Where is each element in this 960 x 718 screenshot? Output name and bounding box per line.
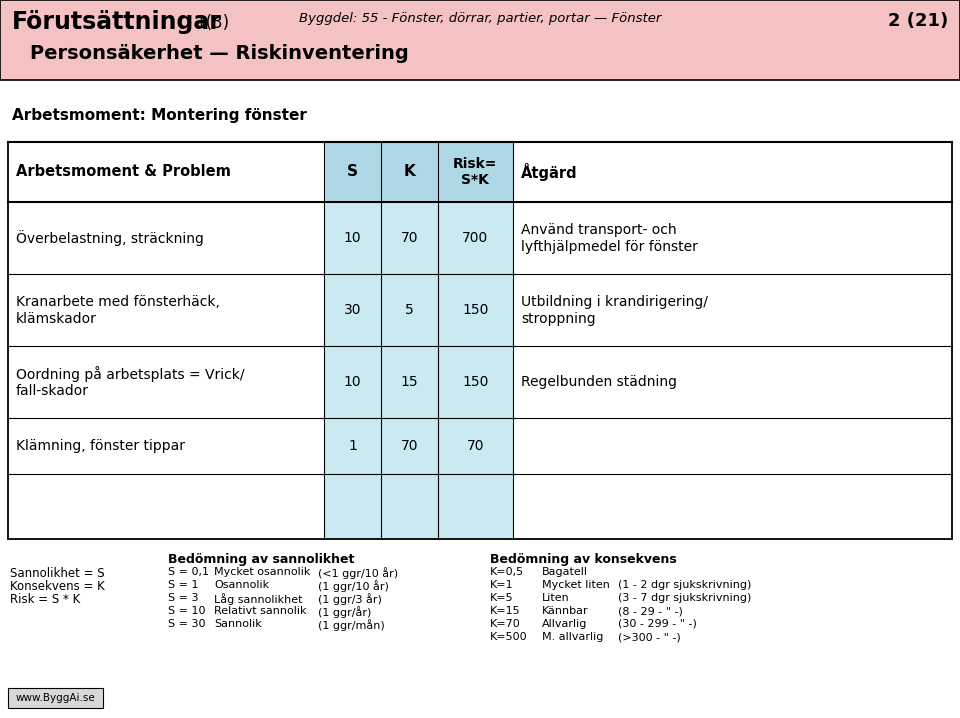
Text: Sannolik: Sannolik xyxy=(214,619,262,629)
Text: 150: 150 xyxy=(462,375,489,389)
Text: 5: 5 xyxy=(405,303,414,317)
Text: 1(3): 1(3) xyxy=(195,14,229,32)
Text: 2 (21): 2 (21) xyxy=(888,12,948,30)
Text: (3 - 7 dgr sjukskrivning): (3 - 7 dgr sjukskrivning) xyxy=(618,593,752,603)
Text: Åtgärd: Åtgärd xyxy=(521,163,578,181)
Text: (1 ggr/år): (1 ggr/år) xyxy=(318,606,372,618)
Text: (1 ggr/mån): (1 ggr/mån) xyxy=(318,619,385,631)
Text: 70: 70 xyxy=(467,439,484,453)
Text: K=500: K=500 xyxy=(490,632,528,642)
Text: 700: 700 xyxy=(462,231,489,245)
Text: K=15: K=15 xyxy=(490,606,520,616)
Text: klämskador: klämskador xyxy=(16,312,97,326)
Text: 1: 1 xyxy=(348,439,357,453)
Text: Överbelastning, sträckning: Överbelastning, sträckning xyxy=(16,230,204,246)
Text: Förutsättningar: Förutsättningar xyxy=(12,10,222,34)
Text: 10: 10 xyxy=(344,231,361,245)
Text: Risk=: Risk= xyxy=(453,157,497,171)
Text: K=5: K=5 xyxy=(490,593,514,603)
Text: M. allvarlig: M. allvarlig xyxy=(542,632,604,642)
Text: K=0,5: K=0,5 xyxy=(490,567,524,577)
Text: lyfthjälpmedel för fönster: lyfthjälpmedel för fönster xyxy=(521,240,698,254)
Bar xyxy=(324,142,513,539)
Text: (>300 - " -): (>300 - " -) xyxy=(618,632,681,642)
Text: S = 1: S = 1 xyxy=(168,580,199,590)
Text: Allvarlig: Allvarlig xyxy=(542,619,588,629)
Text: Sannolikhet = S: Sannolikhet = S xyxy=(10,567,105,580)
Text: (8 - 29 - " -): (8 - 29 - " -) xyxy=(618,606,683,616)
Text: 15: 15 xyxy=(400,375,418,389)
Bar xyxy=(8,142,952,539)
Bar xyxy=(324,142,513,202)
Text: (<1 ggr/10 år): (<1 ggr/10 år) xyxy=(318,567,398,579)
Text: K=70: K=70 xyxy=(490,619,520,629)
Text: Låg sannolikhet: Låg sannolikhet xyxy=(214,593,302,605)
Text: S = 10: S = 10 xyxy=(168,606,205,616)
Text: Utbildning i krandirigering/: Utbildning i krandirigering/ xyxy=(521,295,708,309)
Text: Liten: Liten xyxy=(542,593,569,603)
Text: Byggdel: 55 - Fönster, dörrar, partier, portar — Fönster: Byggdel: 55 - Fönster, dörrar, partier, … xyxy=(299,12,661,25)
Text: fall-skador: fall-skador xyxy=(16,384,89,398)
Text: Oordning på arbetsplats = Vrick/: Oordning på arbetsplats = Vrick/ xyxy=(16,366,245,382)
Text: Bedömning av sannolikhet: Bedömning av sannolikhet xyxy=(168,553,354,566)
Bar xyxy=(8,688,103,708)
Text: (1 ggr/10 år): (1 ggr/10 år) xyxy=(318,580,389,592)
Text: (30 - 299 - " -): (30 - 299 - " -) xyxy=(618,619,697,629)
Text: 70: 70 xyxy=(400,439,418,453)
Text: K: K xyxy=(403,164,415,180)
Text: Regelbunden städning: Regelbunden städning xyxy=(521,375,677,389)
Text: Mycket osannolik: Mycket osannolik xyxy=(214,567,310,577)
Text: Relativt sannolik: Relativt sannolik xyxy=(214,606,306,616)
Text: 30: 30 xyxy=(344,303,361,317)
Text: Bedömning av konsekvens: Bedömning av konsekvens xyxy=(490,553,677,566)
Text: Personsäkerhet — Riskinventering: Personsäkerhet — Riskinventering xyxy=(30,44,409,63)
Text: Mycket liten: Mycket liten xyxy=(542,580,610,590)
Text: Arbetsmoment & Problem: Arbetsmoment & Problem xyxy=(16,164,230,180)
Text: 10: 10 xyxy=(344,375,361,389)
Text: Kännbar: Kännbar xyxy=(542,606,588,616)
Text: S*K: S*K xyxy=(462,173,490,187)
Text: Kranarbete med fönsterhäck,: Kranarbete med fönsterhäck, xyxy=(16,295,220,309)
Text: Arbetsmoment: Montering fönster: Arbetsmoment: Montering fönster xyxy=(12,108,307,123)
Text: (1 ggr/3 år): (1 ggr/3 år) xyxy=(318,593,382,605)
Text: Använd transport- och: Använd transport- och xyxy=(521,223,677,237)
Text: (1 - 2 dgr sjukskrivning): (1 - 2 dgr sjukskrivning) xyxy=(618,580,752,590)
Text: www.ByggAi.se: www.ByggAi.se xyxy=(15,693,95,703)
Text: K=1: K=1 xyxy=(490,580,514,590)
Text: Konsekvens = K: Konsekvens = K xyxy=(10,580,105,593)
Text: Bagatell: Bagatell xyxy=(542,567,588,577)
Text: S = 3: S = 3 xyxy=(168,593,199,603)
Text: Risk = S * K: Risk = S * K xyxy=(10,593,81,606)
Text: 150: 150 xyxy=(462,303,489,317)
Text: 70: 70 xyxy=(400,231,418,245)
Text: S = 0,1: S = 0,1 xyxy=(168,567,209,577)
Text: S: S xyxy=(348,164,358,180)
Text: S = 30: S = 30 xyxy=(168,619,205,629)
Bar xyxy=(0,0,960,80)
Text: Osannolik: Osannolik xyxy=(214,580,269,590)
Text: stroppning: stroppning xyxy=(521,312,595,326)
Text: Klämning, fönster tippar: Klämning, fönster tippar xyxy=(16,439,185,453)
